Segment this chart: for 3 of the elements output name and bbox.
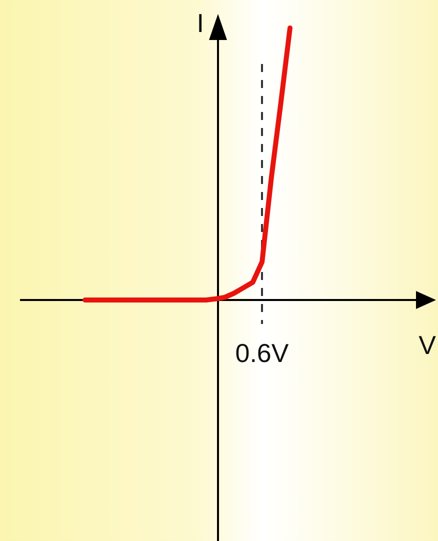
x-axis-title: V (418, 330, 437, 360)
text: 0.6V (235, 338, 290, 368)
y-axis-title: I (196, 8, 204, 38)
